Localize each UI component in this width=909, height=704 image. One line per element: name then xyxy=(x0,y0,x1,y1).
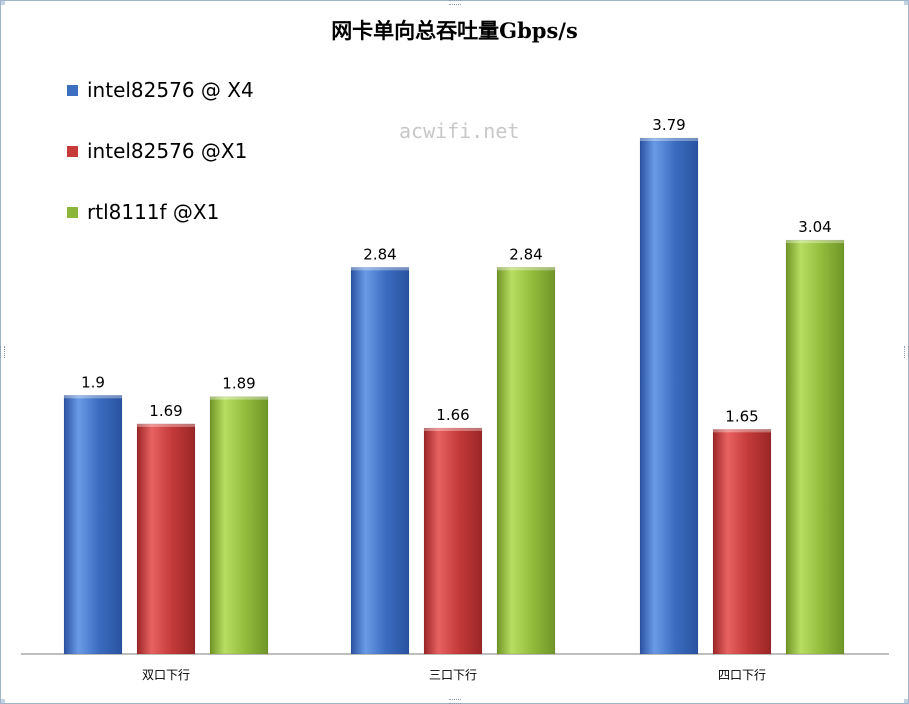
bar-1-0 xyxy=(350,267,410,655)
resize-handle-bottom-left[interactable] xyxy=(1,699,5,703)
data-label: 3.79 xyxy=(652,116,685,134)
bar-1-2 xyxy=(496,267,556,655)
legend-swatch-red xyxy=(67,146,78,157)
data-label: 1.65 xyxy=(725,407,758,425)
resize-handle-top-left[interactable] xyxy=(1,1,5,5)
legend-label: intel82576 @ X4 xyxy=(87,78,254,102)
bar-0-1 xyxy=(136,423,196,655)
resize-handle-left[interactable] xyxy=(0,346,5,358)
bar-0-0 xyxy=(63,395,123,655)
bar-cap xyxy=(497,267,555,271)
legend-swatch-blue xyxy=(67,85,78,96)
bar-2-1 xyxy=(712,429,772,655)
data-label: 2.84 xyxy=(363,245,396,263)
data-label: 3.04 xyxy=(798,218,831,236)
resize-handle-right[interactable] xyxy=(904,346,909,358)
bar-cap xyxy=(137,423,195,427)
resize-handle-bottom[interactable] xyxy=(449,699,461,704)
legend-label: rtl8111f @X1 xyxy=(87,200,220,224)
x-tick-label: 双口下行 xyxy=(142,668,190,682)
x-tick-label: 四口下行 xyxy=(718,668,766,682)
bar-cap xyxy=(210,396,268,400)
bar-cap xyxy=(713,429,771,433)
bar-0-2 xyxy=(209,396,269,655)
bar-cap xyxy=(640,138,698,141)
data-label: 1.9 xyxy=(81,373,105,391)
legend-label: intel82576 @X1 xyxy=(87,139,248,163)
resize-handle-bottom-right[interactable] xyxy=(904,699,908,703)
bar-2-0 xyxy=(639,137,699,655)
data-label: 1.69 xyxy=(149,402,182,420)
bar-cap xyxy=(64,395,122,399)
bar-1-1 xyxy=(423,427,483,655)
chart-title: 网卡单向总吞吐量Gbps/s xyxy=(331,18,578,43)
legend-swatch-green xyxy=(67,207,78,218)
bar-2-2 xyxy=(785,239,845,655)
watermark: acwifi.net xyxy=(399,119,520,143)
bar-cap xyxy=(786,240,844,244)
resize-handle-top-right[interactable] xyxy=(904,1,908,5)
bar-cap xyxy=(351,267,409,271)
resize-handle-top[interactable] xyxy=(449,0,461,5)
data-label: 1.89 xyxy=(222,375,255,393)
data-label: 1.66 xyxy=(436,406,469,424)
x-tick-label: 三口下行 xyxy=(429,668,477,682)
bar-cap xyxy=(424,427,482,431)
data-label: 2.84 xyxy=(509,245,542,263)
